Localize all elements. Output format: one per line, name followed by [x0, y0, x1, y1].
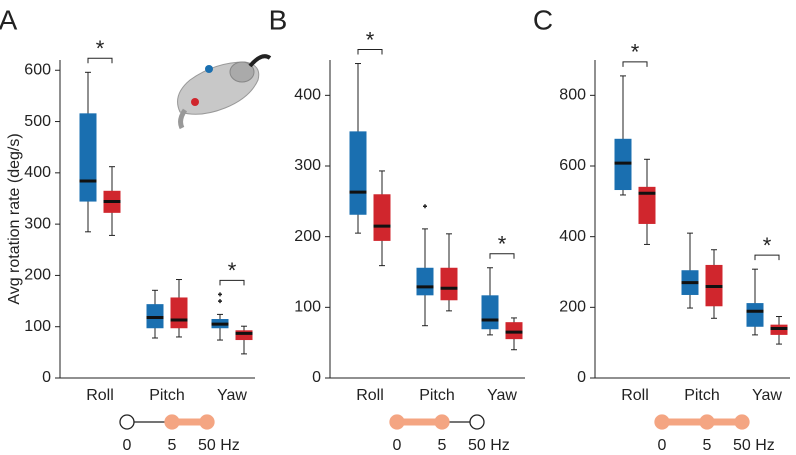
- filter-label: 0: [123, 437, 132, 454]
- y-tick-label: 300: [294, 157, 321, 174]
- x-tick-label: Yaw: [752, 387, 782, 404]
- filter-node: [164, 414, 180, 430]
- significance-star: *: [631, 40, 640, 65]
- significance-star: *: [228, 258, 237, 283]
- x-tick-label: Roll: [621, 387, 649, 404]
- filter-node: [434, 414, 450, 430]
- y-tick-label: 400: [559, 228, 586, 245]
- outlier: [218, 292, 222, 297]
- significance-star: *: [763, 233, 772, 258]
- y-tick-label: 200: [294, 228, 321, 245]
- panel-label: C: [533, 4, 553, 35]
- box: [79, 113, 97, 202]
- filter-node: [199, 414, 215, 430]
- box: [440, 267, 458, 301]
- significance-star: *: [366, 27, 375, 52]
- box: [481, 295, 499, 330]
- x-tick-label: Roll: [356, 387, 384, 404]
- y-tick-label: 0: [577, 369, 586, 386]
- x-tick-label: Pitch: [419, 387, 455, 404]
- y-tick-label: 100: [294, 299, 321, 316]
- y-tick-label: 200: [559, 299, 586, 316]
- filter-label: 0: [658, 437, 667, 454]
- significance-bracket: [489, 253, 515, 259]
- significance-star: *: [96, 36, 105, 61]
- y-tick-label: 0: [42, 369, 51, 386]
- filter-label: 50 Hz: [198, 437, 240, 454]
- x-tick-label: Pitch: [149, 387, 185, 404]
- box: [373, 194, 391, 241]
- filter-node: [699, 414, 715, 430]
- y-tick-label: 400: [294, 87, 321, 104]
- filter-node: [389, 414, 405, 430]
- y-tick-label: 200: [24, 267, 51, 284]
- outlier: [423, 204, 427, 209]
- y-tick-label: 800: [559, 87, 586, 104]
- y-tick-label: 0: [312, 369, 321, 386]
- filter-label: 5: [703, 437, 712, 454]
- x-tick-label: Pitch: [684, 387, 720, 404]
- significance-bracket: [754, 254, 780, 261]
- y-tick-label: 600: [24, 61, 51, 78]
- box: [170, 297, 188, 329]
- significance-bracket: [87, 57, 113, 64]
- y-tick-label: 100: [24, 318, 51, 335]
- y-tick-label: 600: [559, 157, 586, 174]
- significance-bracket: [357, 49, 383, 55]
- filter-node: [469, 414, 485, 430]
- box: [746, 303, 764, 327]
- filter-node: [654, 414, 670, 430]
- y-tick-label: 500: [24, 113, 51, 130]
- outlier: [218, 299, 222, 304]
- significance-bracket: [622, 61, 648, 67]
- filter-label: 5: [438, 437, 447, 454]
- significance-bracket: [219, 279, 245, 286]
- box: [416, 267, 434, 296]
- filter-node: [734, 414, 750, 430]
- filter-node: [119, 414, 135, 430]
- filter-label: 0: [393, 437, 402, 454]
- fly-icon: [177, 54, 272, 130]
- panel-label: A: [0, 4, 18, 35]
- y-tick-label: 300: [24, 215, 51, 232]
- x-tick-label: Roll: [86, 387, 114, 404]
- filter-label: 50 Hz: [733, 437, 775, 454]
- box: [638, 186, 656, 224]
- significance-star: *: [498, 232, 507, 257]
- panel-label: B: [269, 4, 288, 35]
- filter-label: 50 Hz: [468, 437, 510, 454]
- box: [235, 330, 253, 341]
- filter-label: 5: [168, 437, 177, 454]
- y-axis-label: Avg rotation rate (deg/s): [6, 133, 23, 304]
- y-tick-label: 400: [24, 164, 51, 181]
- box: [349, 131, 367, 215]
- x-tick-label: Yaw: [487, 387, 517, 404]
- x-tick-label: Yaw: [217, 387, 247, 404]
